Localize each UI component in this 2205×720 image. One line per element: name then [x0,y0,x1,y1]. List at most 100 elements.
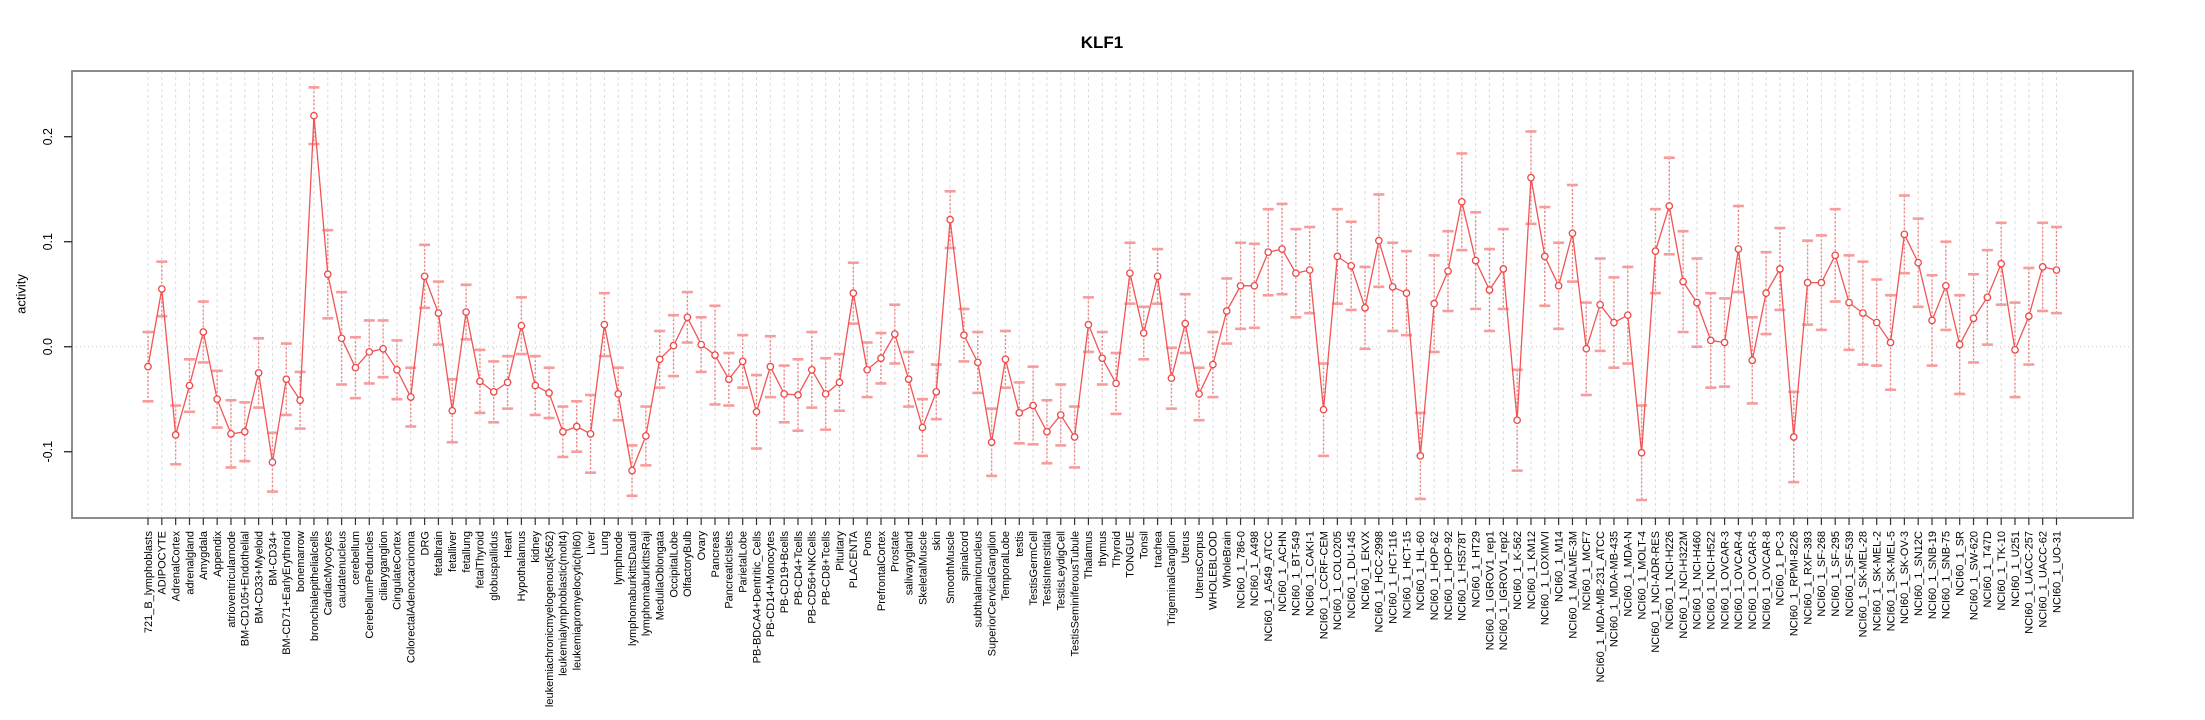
x-tick-label: ciliaryganglion [378,531,390,601]
x-tick-label: Appendix [212,531,224,577]
data-point [973,358,982,367]
x-tick-label: spinalcord [959,531,971,581]
data-point [310,111,318,120]
data-point [1430,299,1439,308]
x-tick-label: subthalamicnucleus [973,531,985,628]
x-tick-label: NCI60_1_SF-268 [1816,531,1828,617]
x-tick-label: bronchialepithelialcells [309,531,321,642]
data-point [1623,311,1632,320]
x-tick-label: NCI60_1_SK-MEL-5 [1885,531,1897,631]
data-point [1859,309,1867,317]
data-point [1817,278,1826,287]
error-bars [142,86,2062,502]
x-tick-label: NCI60_1_MOLT-4 [1636,531,1648,619]
data-point [379,344,387,353]
data-point [752,407,761,416]
data-point [1195,390,1203,398]
data-point [1610,318,1618,327]
x-tick-label: 721_B_lymphoblasts [143,531,155,634]
y-axis-label: activity [13,274,29,314]
data-point [1651,247,1660,255]
data-point [738,357,747,366]
x-tick-label: NCI60_1_OVCAR-5 [1747,531,1759,629]
y-tick-label: 0.1 [41,233,55,250]
x-tick-label: fetalThyroid [475,531,487,588]
x-tick-label: trachea [1152,530,1164,568]
x-tick-label: BM-CD34+ [267,531,279,586]
data-point [614,390,623,398]
x-tick-label: SmoothMuscle [945,531,957,604]
x-tick-label: NCI60_1_BT-549 [1291,531,1303,616]
x-tick-label: lymphomaburkittsRaji [641,531,653,636]
data-point [1886,338,1895,347]
data-point [351,363,360,372]
x-tick-label: Lung [599,531,611,555]
x-tick-label: AdrenalCortex [170,531,182,602]
data-point [323,270,332,279]
x-tick-label: TestisGermCell [1028,531,1040,606]
x-tick-label: NCI60_1_MALME-3M [1567,531,1579,639]
data-point [489,387,498,396]
x-tick-label: PB-CD14+Monocytes [765,531,777,638]
data-point [1043,427,1051,436]
x-tick-label: UterusCorpus [1194,531,1206,599]
x-tick-label: BM-CD33+Myeloid [253,531,265,624]
x-tick-label: PancreaticIslets [724,531,736,609]
data-point [1222,307,1231,315]
x-tick-label: TestisSeminiferousTubule [1069,531,1081,657]
data-point [2024,312,2033,321]
x-tick-label: PB-CD56+NKCells [807,531,819,624]
x-tick-label: Pancreas [710,531,722,578]
data-point [1098,354,1107,363]
x-tick-label: skin [931,531,943,551]
x-tick-label: testis [1014,531,1026,557]
data-point [1527,173,1535,182]
data-point [1056,411,1065,419]
x-tick-label: NCI60_1_NCI-H322M [1678,531,1690,639]
data-point [240,427,249,436]
data-point [1734,245,1743,253]
data-point [683,313,692,322]
data-point [863,365,871,374]
x-tick-label: NCI60_1_PC-3 [1775,531,1787,606]
data-point [503,378,512,387]
data-point [1181,319,1190,328]
x-tick-label: Hypothalamus [516,531,528,602]
x-tick-label: TONGUE [1125,531,1137,578]
x-tick-label: NCI60_1_UACC-257 [2024,531,2036,634]
data-point [724,375,733,384]
data-point [1347,261,1356,270]
x-tick-label: leukemiapromyelocytic(hl60) [572,531,584,670]
data-point [1153,272,1162,281]
data-point [393,365,401,374]
x-tick-label: Liver [585,531,597,555]
x-tick-label: NCI60_1_TK-10 [1996,531,2008,611]
x-tick-label: NCI60_1_CAKI-1 [1304,531,1316,616]
data-point [1264,248,1273,257]
data-point [476,377,484,386]
data-point [1554,281,1563,290]
data-point [697,340,706,349]
data-point [199,328,208,336]
data-point [434,309,443,317]
data-point [628,466,636,475]
x-tick-label: NCI60_1_SNB-19 [1927,531,1939,619]
data-point [1955,340,1964,349]
x-tick-label: NCI60_1_RPMI-8226 [1789,531,1801,636]
data-point [1637,448,1646,457]
gridlines [72,71,2133,518]
x-tick-label: NCI60_1_HCT-116 [1387,531,1399,624]
x-tick-label: MedullaOblongata [654,530,666,620]
y-tick-label: -0.1 [41,441,55,463]
data-point [406,393,415,401]
data-point [1015,408,1024,417]
x-tick-label: NCI60_1_SK-OV-3 [1899,531,1911,624]
data-point [1872,318,1881,327]
data-point [946,215,954,224]
chart-title: KLF1 [1080,33,1124,52]
data-point [1914,258,1923,267]
x-tick-label: NCI60_1_EKVX [1360,530,1372,610]
x-tick-label: NCI60_1_786-0 [1235,531,1247,609]
data-point [1029,401,1037,410]
data-point [835,378,844,387]
